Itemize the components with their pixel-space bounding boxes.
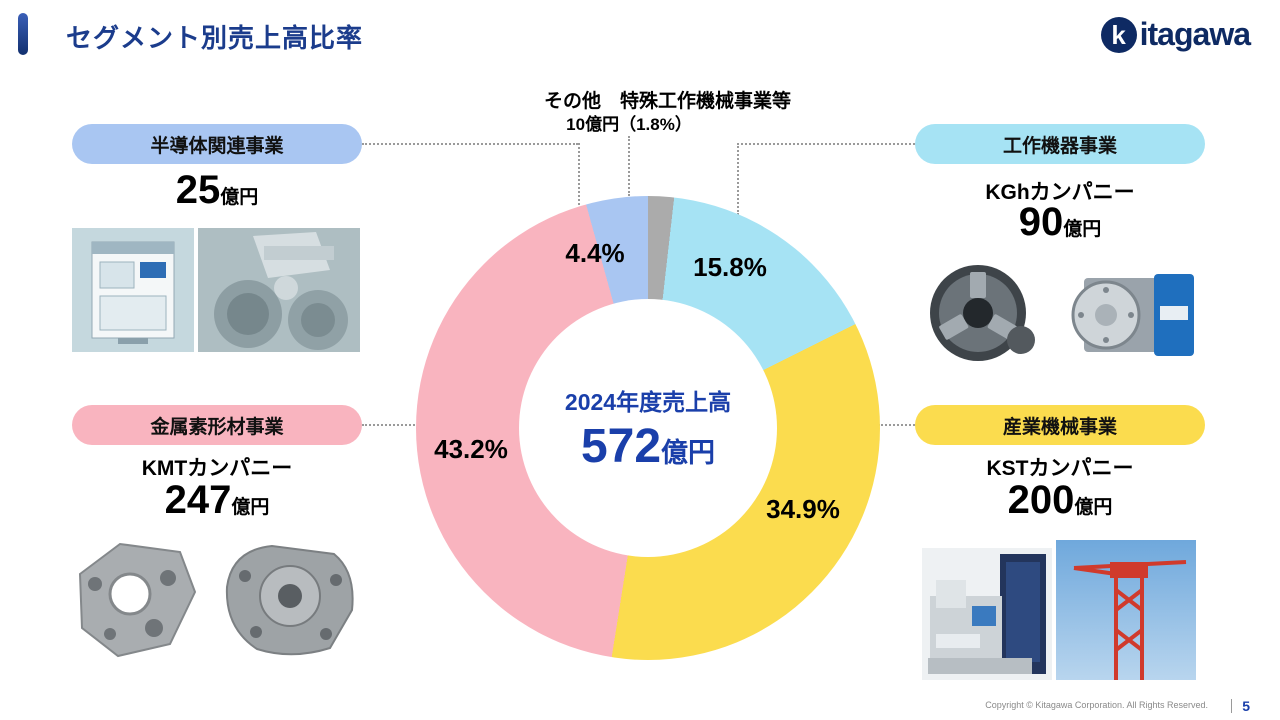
metal-amount: 247億円	[164, 478, 270, 522]
pct-label-machine-tools: 15.8%	[693, 252, 767, 282]
connector-metal-h	[362, 424, 422, 426]
pill-machine-tools: 工作機器事業	[915, 124, 1205, 164]
industrial-amount: 200億円	[1007, 478, 1113, 522]
connector-other-v	[628, 136, 630, 196]
title-accent-bar	[18, 13, 28, 55]
donut-center-label: 2024年度売上高	[564, 388, 732, 415]
machine-tools-amount: 90億円	[1018, 200, 1102, 244]
machine-tools-company: KGhカンパニー	[985, 181, 1135, 204]
semiconductor-amount: 25億円	[175, 168, 259, 212]
copyright-text: Copyright © Kitagawa Corporation. All Ri…	[985, 700, 1208, 710]
donut-center-total: 572億円	[580, 419, 716, 473]
pct-label-semiconductor: 4.4%	[565, 238, 625, 268]
kitagawa-logo-text: itagawa	[1139, 16, 1251, 52]
rotary-table-image	[1071, 274, 1194, 356]
footer-divider	[1231, 699, 1233, 713]
pill-metal-label: 金属素形材事業	[150, 416, 284, 438]
industrial-plant-image	[922, 548, 1052, 680]
tower-crane-image	[1056, 540, 1196, 680]
pill-industrial: 産業機械事業	[915, 405, 1205, 445]
page-number-area: 5	[1231, 698, 1250, 714]
pill-semiconductor-label: 半導体関連事業	[150, 135, 284, 157]
connector-industrial-h	[878, 424, 915, 426]
connector-semiconductor-v	[578, 143, 580, 205]
page-title: セグメント別売上高比率	[66, 23, 364, 53]
kitagawa-logo-mark-icon: k	[1100, 16, 1137, 53]
pill-machine-tools-label: 工作機器事業	[1002, 135, 1117, 157]
semiconductor-machine-image	[72, 228, 194, 352]
pct-label-industrial: 34.9%	[766, 494, 840, 524]
semiconductor-process-image	[198, 228, 360, 352]
connector-machine-tools-v	[737, 143, 739, 215]
other-segment-amount: 10億円（1.8%）	[566, 115, 692, 134]
other-segment-label: その他 特殊工作機械事業等	[543, 91, 791, 112]
kitagawa-logo: k itagawa	[1100, 16, 1251, 53]
donut-chart: 2024年度売上高 572億円	[416, 196, 880, 660]
industrial-company: KSTカンパニー	[986, 457, 1134, 480]
casting-image-2	[225, 544, 354, 656]
metal-company: KMTカンパニー	[141, 457, 293, 480]
connector-machine-tools-h	[737, 143, 915, 145]
donut-center: 2024年度売上高 572億円	[519, 299, 777, 557]
chuck-image	[930, 265, 1035, 361]
pill-metal: 金属素形材事業	[72, 405, 362, 445]
pill-industrial-label: 産業機械事業	[1002, 416, 1117, 438]
casting-image-1	[78, 542, 197, 658]
page-number: 5	[1242, 698, 1250, 714]
pct-label-metal: 43.2%	[434, 434, 508, 464]
pill-semiconductor: 半導体関連事業	[72, 124, 362, 164]
connector-semiconductor-h	[362, 143, 578, 145]
